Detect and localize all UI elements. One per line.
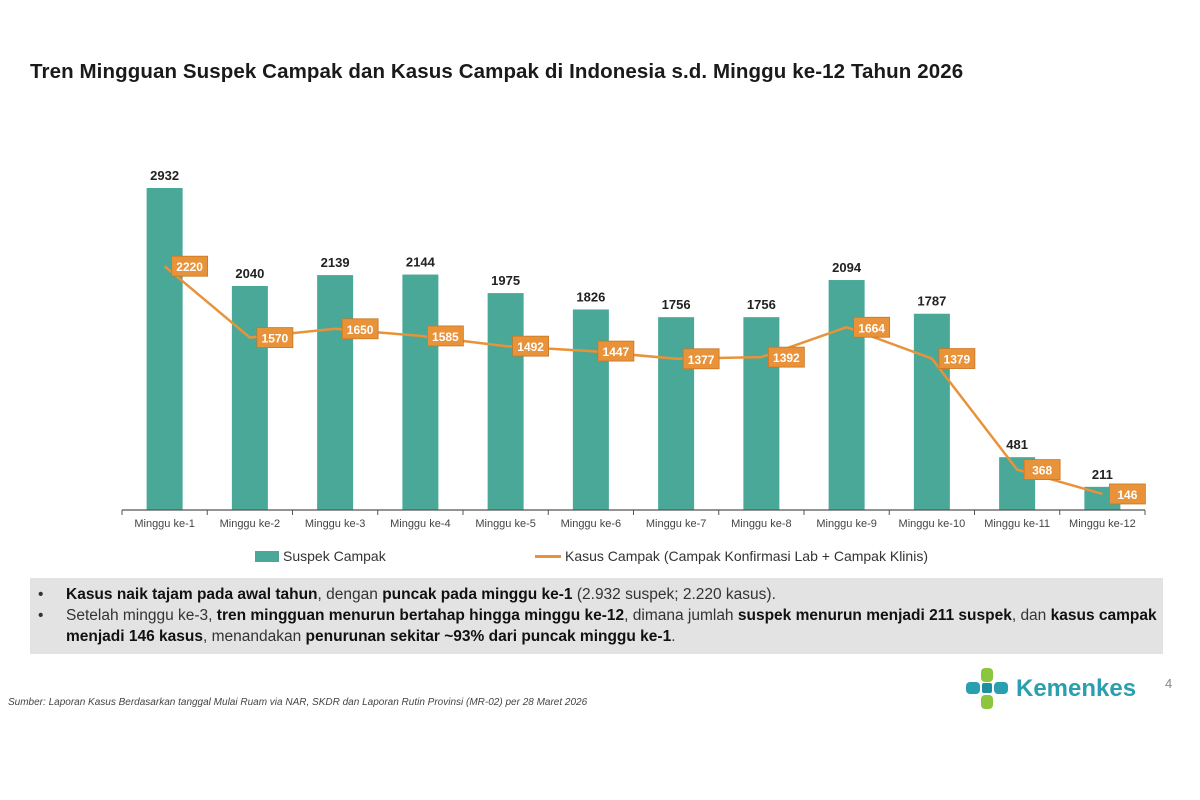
line-label-box [426,325,464,347]
x-tick-label: Minggu ke-10 [899,518,966,530]
line-value-label: 1377 [688,353,715,367]
bar-suspek [828,280,865,510]
line-label-box [597,340,635,362]
bar-suspek [317,275,354,510]
note-text: , dan [1011,607,1051,624]
legend-item-kasus: Kasus Campak (Campak Konfirmasi Lab + Ca… [535,548,928,564]
line-label-box [853,316,891,338]
line-value-label: 146 [1117,488,1137,502]
line-value-label: 368 [1032,464,1052,478]
note-text: , dengan [317,586,383,603]
note-text: suspek menurun menjadi 211 suspek [737,607,1012,624]
legend-swatch-line [535,554,561,558]
line-label-box [1023,459,1061,480]
bar-suspek [743,317,780,510]
note-text: Kasus naik tajam pada awal tahun [66,586,318,603]
note-text: . [671,628,676,645]
kemenkes-logo: Kemenkes [966,668,1136,710]
line-value-label: 1650 [347,323,374,337]
bar-suspek [231,285,268,510]
bar-suspek [487,293,524,510]
note-text: kasus campak menjadi 146 kasus [66,607,1157,645]
line-value-label: 1585 [432,330,459,344]
line-kasus [163,265,1103,496]
bar-value-label: 1756 [747,297,776,312]
bar-value-label: 481 [1006,437,1028,452]
note-text: (2.932 suspek; 2.220 kasus). [572,586,776,603]
legend-swatch-bar [255,550,279,562]
logo-text: Kemenkes [1016,675,1137,702]
notes-list: Kasus naik tajam pada awal tahun, dengan… [30,578,1163,647]
line-label-box [682,348,720,370]
bar-suspek [146,188,183,510]
line-value-label: 1492 [517,340,544,354]
bar-suspek [658,317,695,510]
bar-suspek [572,309,609,510]
bar-suspek [402,274,439,510]
x-tick-label: Minggu ke-5 [475,518,536,530]
source-note: Sumber: Laporan Kasus Berdasarkan tangga… [8,697,588,708]
line-label-box [512,335,550,357]
bar-value-label: 2040 [235,266,264,281]
x-tick-label: Minggu ke-4 [390,518,451,530]
summary-notes: Kasus naik tajam pada awal tahun, dengan… [30,578,1163,654]
line-label-box [256,327,294,348]
line-value-label: 2220 [176,260,203,274]
page-number: 4 [1165,676,1173,691]
line-label-box [341,318,379,340]
slide-title: Tren Mingguan Suspek Campak dan Kasus Ca… [30,60,964,83]
line-value-label: 1392 [773,351,800,365]
x-tick-label: Minggu ke-8 [731,518,792,530]
line-label-box [767,346,805,368]
bar-value-label: 1826 [576,289,605,304]
chart-legend: Suspek Campak Kasus Campak (Campak Konfi… [0,548,1200,568]
bar-value-label: 2144 [406,255,436,270]
x-tick-label: Minggu ke-6 [561,518,622,530]
note-text: , menandakan [203,628,306,645]
note-text: tren mingguan menurun bertahap hingga mi… [216,607,625,624]
line-label-box [1108,483,1146,505]
line-value-label: 1379 [944,353,971,367]
line-label-box [938,348,976,369]
line-value-label: 1447 [603,345,630,359]
note-text: Setelah minggu ke-3, [66,607,217,624]
line-value-label: 1570 [262,332,289,346]
bar-suspek [913,313,950,510]
x-tick-label: Minggu ke-9 [816,518,877,530]
x-tick-label: Minggu ke-3 [305,518,366,530]
bar-value-label: 2932 [150,168,179,183]
kemenkes-logo-icon [966,668,1008,709]
line-label-box [171,255,209,277]
note-text: puncak pada minggu ke-1 [382,586,573,603]
note-text: , dimana jumlah [624,607,738,624]
bar-value-label: 1787 [917,294,946,309]
legend-item-suspek: Suspek Campak [255,548,386,564]
bar-value-label: 1975 [491,273,520,288]
legend-label: Kasus Campak (Campak Konfirmasi Lab + Ca… [565,548,928,564]
legend-label: Suspek Campak [283,548,386,564]
bar-value-label: 211 [1092,467,1113,482]
note-item: Setelah minggu ke-3, tren mingguan menur… [38,605,1163,647]
x-tick-label: Minggu ke-12 [1069,518,1136,530]
bar-value-label: 2094 [832,260,862,275]
note-item: Kasus naik tajam pada awal tahun, dengan… [38,584,1163,605]
x-tick-label: Minggu ke-1 [134,518,195,530]
combo-chart: 2932 Minggu ke-1 2040 Minggu ke-2 2139 Minggu… [121,168,1146,530]
bar-value-label: 2139 [321,255,350,270]
bar-value-label: 1756 [662,297,691,312]
line-value-label: 1664 [858,321,885,335]
x-tick-label: Minggu ke-11 [984,518,1050,530]
x-tick-label: Minggu ke-7 [646,518,707,530]
note-text: penurunan sekitar ~93% dari puncak mingg… [305,628,672,645]
x-tick-label: Minggu ke-2 [220,518,281,530]
